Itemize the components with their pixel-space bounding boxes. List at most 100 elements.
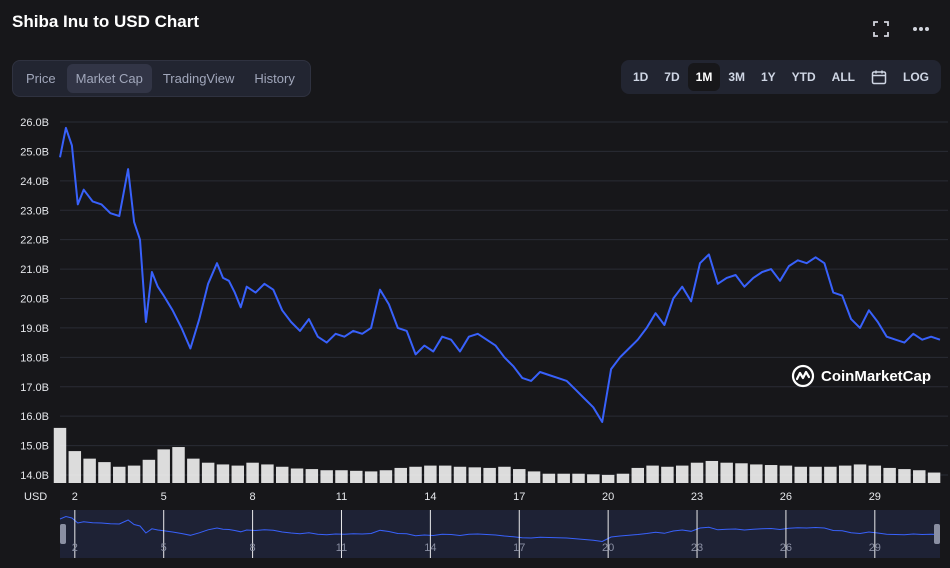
x-tick-label: 2 <box>72 491 78 503</box>
range-all-button[interactable]: ALL <box>831 70 855 84</box>
volume-bar <box>261 464 274 483</box>
volume-bar <box>350 470 363 483</box>
tab-market-cap[interactable]: Market Cap <box>66 64 152 93</box>
range-1m-button[interactable]: 1M <box>687 63 721 91</box>
volume-bar <box>824 466 837 483</box>
y-tick-label: 17.0B <box>20 382 49 394</box>
calendar-icon[interactable] <box>863 64 895 90</box>
volume-bar <box>438 465 452 483</box>
fullscreen-icon[interactable] <box>870 18 892 40</box>
more-options-icon[interactable] <box>910 18 932 40</box>
chart-view-tabs: Price Market Cap TradingView History <box>12 60 311 97</box>
volume-bar <box>913 470 926 483</box>
y-tick-label: 26.0B <box>20 117 49 129</box>
x-tick-label: 11 <box>336 491 347 503</box>
volume-bar <box>409 466 422 483</box>
x-tick-label: 17 <box>513 491 525 503</box>
y-tick-label: 15.0B <box>20 441 49 453</box>
market-cap-line <box>59 126 941 423</box>
volume-bar <box>424 465 437 483</box>
volume-bar <box>720 462 733 483</box>
volume-bar <box>883 467 896 483</box>
y-tick-label: 19.0B <box>20 323 49 335</box>
volume-bar <box>83 458 96 483</box>
coinmarketcap-watermark: CoinMarketCap <box>791 364 931 388</box>
navigator-tick-label: 17 <box>513 542 525 554</box>
volume-bar <box>809 466 822 483</box>
x-tick-label: 29 <box>869 491 881 503</box>
navigator-left-handle[interactable] <box>60 524 66 544</box>
x-tick-label: 14 <box>424 491 436 503</box>
y-tick-label: 18.0B <box>20 352 49 364</box>
navigator-tick-label: 14 <box>424 542 436 554</box>
volume-bar <box>853 464 867 483</box>
tab-history[interactable]: History <box>254 71 295 86</box>
navigator-tick-label: 26 <box>780 542 792 554</box>
volume-bar <box>53 427 67 483</box>
volume-bar <box>927 472 941 483</box>
x-tick-label: 8 <box>250 491 256 503</box>
volume-bar <box>542 473 556 483</box>
volume-bar <box>601 474 615 483</box>
volume-bar <box>172 447 185 483</box>
navigator-tick-label: 20 <box>602 542 614 554</box>
volume-bar <box>305 469 319 483</box>
volume-bar <box>631 467 645 483</box>
volume-bar <box>335 470 348 483</box>
x-tick-label: 23 <box>691 491 703 503</box>
y-tick-label: 16.0B <box>20 411 49 423</box>
coinmarketcap-logo-icon <box>791 364 815 388</box>
volume-bar <box>98 462 111 483</box>
volume-bar <box>201 462 215 483</box>
volume-bar <box>898 469 911 483</box>
range-1d-button[interactable]: 1D <box>632 70 649 84</box>
volume-bar <box>868 465 882 483</box>
y-tick-label: 24.0B <box>20 176 49 188</box>
volume-bar <box>468 467 482 483</box>
log-scale-toggle[interactable]: LOG <box>903 70 929 84</box>
navigator-tick-label: 2 <box>72 542 78 554</box>
tab-tradingview[interactable]: TradingView <box>162 71 235 86</box>
tab-price[interactable]: Price <box>26 71 56 86</box>
volume-bar <box>735 463 748 483</box>
navigator-tick-label: 5 <box>161 542 167 554</box>
volume-bar <box>750 464 763 483</box>
volume-bar <box>646 465 659 483</box>
x-tick-label: 26 <box>780 491 792 503</box>
y-tick-label: 22.0B <box>20 235 49 247</box>
range-7d-button[interactable]: 7D <box>664 70 680 84</box>
volume-bar <box>275 466 289 483</box>
volume-bar <box>320 470 333 483</box>
volume-bar <box>379 470 393 483</box>
navigator-tick-label: 11 <box>336 542 347 554</box>
navigator-panel <box>60 510 940 558</box>
volume-bar <box>838 465 852 483</box>
volume-bar <box>779 465 793 483</box>
navigator-right-handle[interactable] <box>934 524 940 544</box>
volume-bar <box>690 462 704 483</box>
y-tick-label: 23.0B <box>20 205 49 217</box>
volume-bar <box>127 465 141 483</box>
volume-bar <box>231 465 245 483</box>
volume-bar <box>113 466 126 483</box>
range-1y-button[interactable]: 1Y <box>760 70 776 84</box>
time-range-selector: 1D 7D 1M 3M 1Y YTD ALL LOG <box>620 60 941 94</box>
volume-bar <box>453 466 467 483</box>
range-ytd-button[interactable]: YTD <box>791 70 816 84</box>
navigator-tick-label: 23 <box>691 542 703 554</box>
volume-bar <box>764 465 778 483</box>
currency-label: USD <box>24 491 47 503</box>
volume-bar <box>572 473 585 483</box>
x-tick-label: 20 <box>602 491 614 503</box>
coinmarketcap-watermark-text: CoinMarketCap <box>821 367 932 385</box>
volume-bar <box>661 466 674 483</box>
volume-bar <box>157 449 170 483</box>
volume-bar <box>794 466 807 483</box>
range-3m-button[interactable]: 3M <box>728 70 745 84</box>
volume-bar <box>557 473 570 483</box>
volume-bar <box>527 471 541 483</box>
volume-bar <box>394 467 407 483</box>
volume-bar <box>68 451 82 483</box>
volume-bar <box>705 460 719 483</box>
